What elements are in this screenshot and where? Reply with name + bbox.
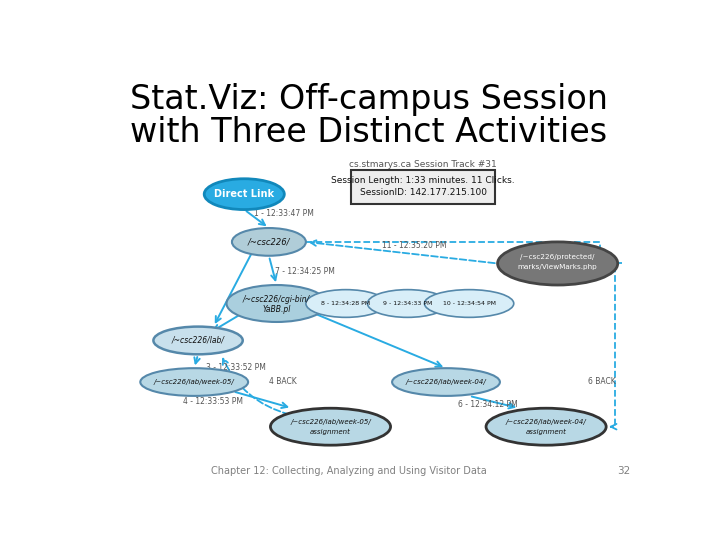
Text: Direct Link: Direct Link: [214, 189, 274, 199]
Ellipse shape: [367, 289, 448, 318]
Text: marks/ViewMarks.php: marks/ViewMarks.php: [518, 264, 598, 271]
Text: 4 - 12:33:53 PM: 4 - 12:33:53 PM: [183, 396, 243, 406]
Text: /~csc226/lab/week-05/: /~csc226/lab/week-05/: [290, 419, 371, 425]
Text: 9 - 12:34:33 PM: 9 - 12:34:33 PM: [383, 301, 432, 306]
Ellipse shape: [306, 289, 386, 318]
Text: Chapter 12: Collecting, Analyzing and Using Visitor Data: Chapter 12: Collecting, Analyzing and Us…: [211, 465, 487, 476]
Text: /~csc226/cgi-bin/: /~csc226/cgi-bin/: [243, 295, 310, 304]
Text: 6 - 12:34:12 PM: 6 - 12:34:12 PM: [457, 400, 517, 409]
Ellipse shape: [227, 285, 327, 322]
Text: SessionID: 142.177.215.100: SessionID: 142.177.215.100: [360, 188, 487, 197]
FancyBboxPatch shape: [351, 170, 495, 204]
Ellipse shape: [425, 289, 514, 318]
Text: 4 BACK: 4 BACK: [269, 377, 297, 386]
Text: /~csc226/protected/: /~csc226/protected/: [521, 254, 595, 260]
Text: /~csc226/: /~csc226/: [248, 238, 290, 246]
Ellipse shape: [204, 179, 284, 210]
Ellipse shape: [232, 228, 306, 256]
Text: 3 - 12:33:52 PM: 3 - 12:33:52 PM: [206, 363, 266, 372]
Text: 10 - 12:34:54 PM: 10 - 12:34:54 PM: [443, 301, 495, 306]
Text: with Three Distinct Activities: with Three Distinct Activities: [130, 116, 608, 149]
Text: assignment: assignment: [310, 429, 351, 435]
Text: assignment: assignment: [526, 429, 567, 435]
Text: /~csc226/lab/week-05/: /~csc226/lab/week-05/: [154, 379, 235, 385]
Text: cs.stmarys.ca Session Track #31: cs.stmarys.ca Session Track #31: [349, 160, 497, 170]
Ellipse shape: [140, 368, 248, 396]
Ellipse shape: [486, 408, 606, 445]
Text: 8 - 12:34:28 PM: 8 - 12:34:28 PM: [321, 301, 371, 306]
Text: Stat.Viz: Off-campus Session: Stat.Viz: Off-campus Session: [130, 83, 608, 116]
Text: 6 BACK: 6 BACK: [588, 377, 616, 386]
Ellipse shape: [392, 368, 500, 396]
Ellipse shape: [153, 327, 243, 354]
Text: 7 - 12:34:25 PM: 7 - 12:34:25 PM: [275, 267, 335, 276]
Text: Session Length: 1:33 minutes. 11 Clicks.: Session Length: 1:33 minutes. 11 Clicks.: [331, 176, 515, 185]
Text: /~csc226/lab/: /~csc226/lab/: [171, 336, 225, 345]
Text: /~csc226/lab/week-04/: /~csc226/lab/week-04/: [405, 379, 487, 385]
Text: /~csc226/lab/week-04/: /~csc226/lab/week-04/: [505, 419, 587, 425]
Ellipse shape: [271, 408, 390, 445]
Text: 11 - 12:35:20 PM: 11 - 12:35:20 PM: [382, 241, 446, 250]
Text: 32: 32: [618, 465, 631, 476]
Text: 1 - 12:33:47 PM: 1 - 12:33:47 PM: [253, 210, 313, 219]
Text: YaBB.pl: YaBB.pl: [262, 305, 291, 314]
Ellipse shape: [498, 242, 618, 285]
